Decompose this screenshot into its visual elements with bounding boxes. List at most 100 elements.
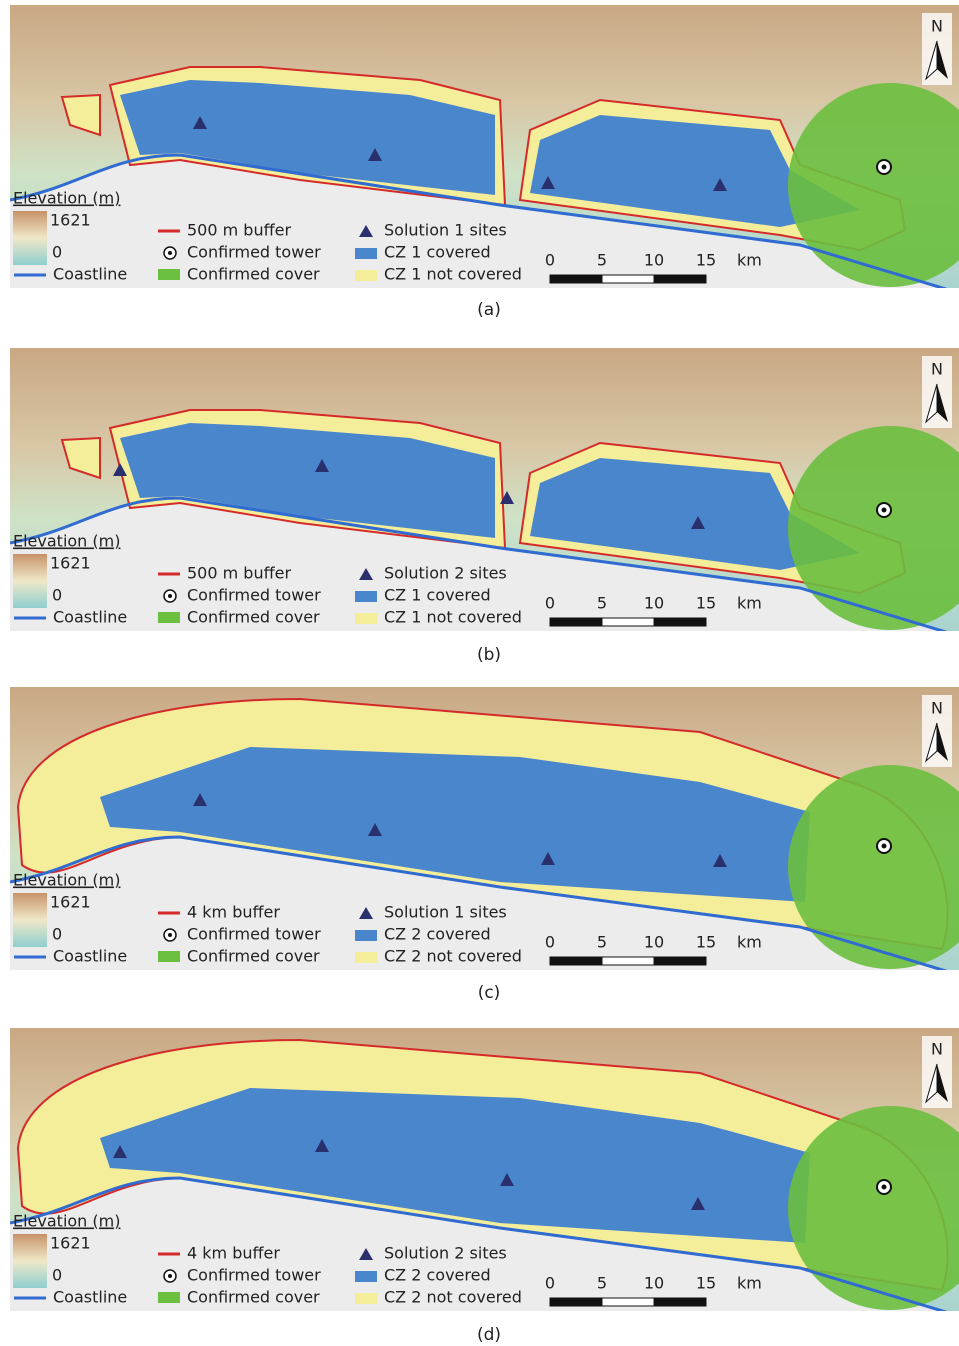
elevation-max: 1621 (50, 893, 91, 912)
covered-key (355, 1271, 377, 1282)
elevation-max: 1621 (50, 554, 91, 573)
not-covered-key (355, 952, 377, 963)
scale-label: 15 (696, 1274, 716, 1293)
not-covered-label: CZ 1 not covered (384, 608, 522, 627)
tower-key-dot (168, 251, 172, 255)
elevation-min: 0 (52, 243, 62, 262)
scale-label: 10 (644, 251, 664, 270)
sites-label: Solution 2 sites (384, 564, 507, 583)
elevation-swatch (13, 554, 47, 608)
scale-label: km (737, 1274, 762, 1293)
scale-segment (654, 957, 706, 965)
scale-segment (602, 957, 654, 965)
scale-segment (550, 1298, 602, 1306)
tower-dot (882, 165, 887, 170)
scale-segment (654, 275, 706, 283)
tower-key-dot (168, 933, 172, 937)
north-label: N (931, 1040, 943, 1059)
scale-label: 0 (545, 933, 555, 952)
scale-label: 15 (696, 251, 716, 270)
coastline-label: Coastline (53, 608, 127, 627)
tower-dot (882, 844, 887, 849)
scale-label: 0 (545, 251, 555, 270)
cover-label: Confirmed cover (187, 947, 320, 966)
sites-label: Solution 1 sites (384, 221, 507, 240)
cover-label: Confirmed cover (187, 1288, 320, 1307)
scale-label: 0 (545, 594, 555, 613)
scale-label: 10 (644, 594, 664, 613)
coastline-label: Coastline (53, 947, 127, 966)
north-label: N (931, 360, 943, 379)
coastline-label: Coastline (53, 265, 127, 284)
covered-label: CZ 1 covered (384, 243, 491, 262)
cover-label: Confirmed cover (187, 265, 320, 284)
not-covered-label: CZ 1 not covered (384, 265, 522, 284)
elevation-swatch (13, 893, 47, 947)
elevation-max: 1621 (50, 211, 91, 230)
scale-segment (602, 1298, 654, 1306)
legend-title: Elevation (m) (13, 189, 120, 208)
tower-dot (882, 1185, 887, 1190)
scale-label: 15 (696, 933, 716, 952)
tower-label: Confirmed tower (187, 243, 321, 262)
legend-title: Elevation (m) (13, 871, 120, 890)
covered-label: CZ 1 covered (384, 586, 491, 605)
buffer-label: 4 km buffer (187, 1244, 280, 1263)
elevation-min: 0 (52, 586, 62, 605)
legend-title: Elevation (m) (13, 1212, 120, 1231)
scale-label: 10 (644, 933, 664, 952)
elevation-min: 0 (52, 1266, 62, 1285)
covered-key (355, 248, 377, 259)
map-panel: NElevation (m)16210Coastline4 km bufferC… (10, 1028, 959, 1316)
cover-key (158, 951, 180, 962)
covered-key (355, 930, 377, 941)
scale-label: 5 (597, 594, 607, 613)
not-covered-key (355, 613, 377, 624)
cover-key (158, 612, 180, 623)
tower-key-dot (168, 594, 172, 598)
covered-key (355, 591, 377, 602)
elevation-max: 1621 (50, 1234, 91, 1253)
scale-segment (602, 275, 654, 283)
tower-dot (882, 508, 887, 513)
elevation-min: 0 (52, 925, 62, 944)
elevation-swatch (13, 211, 47, 265)
cover-key (158, 269, 180, 280)
tower-label: Confirmed tower (187, 586, 321, 605)
scale-segment (550, 957, 602, 965)
scale-segment (550, 275, 602, 283)
cover-label: Confirmed cover (187, 608, 320, 627)
tower-label: Confirmed tower (187, 1266, 321, 1285)
sites-label: Solution 1 sites (384, 903, 507, 922)
scale-segment (654, 1298, 706, 1306)
scale-label: 0 (545, 1274, 555, 1293)
panel-caption: (a) (477, 300, 501, 320)
tower-label: Confirmed tower (187, 925, 321, 944)
scale-label: 5 (597, 251, 607, 270)
scale-label: 5 (597, 933, 607, 952)
scale-segment (602, 618, 654, 626)
elevation-swatch (13, 1234, 47, 1288)
buffer-label: 500 m buffer (187, 564, 291, 583)
panel-caption: (c) (478, 983, 501, 1003)
scale-label: km (737, 594, 762, 613)
panel-caption: (d) (477, 1325, 501, 1345)
scale-label: km (737, 251, 762, 270)
scale-segment (550, 618, 602, 626)
not-covered-label: CZ 2 not covered (384, 1288, 522, 1307)
north-label: N (931, 699, 943, 718)
not-covered-key (355, 1293, 377, 1304)
scale-segment (654, 618, 706, 626)
sites-label: Solution 2 sites (384, 1244, 507, 1263)
tower-key-dot (168, 1274, 172, 1278)
panel-caption: (b) (477, 645, 501, 665)
covered-label: CZ 2 covered (384, 925, 491, 944)
scale-label: 15 (696, 594, 716, 613)
north-label: N (931, 17, 943, 36)
figure: N Elevation (m) 1621 0 Coastline 500 m buffer… (0, 0, 959, 1346)
scale-label: km (737, 933, 762, 952)
scale-label: 5 (597, 1274, 607, 1293)
